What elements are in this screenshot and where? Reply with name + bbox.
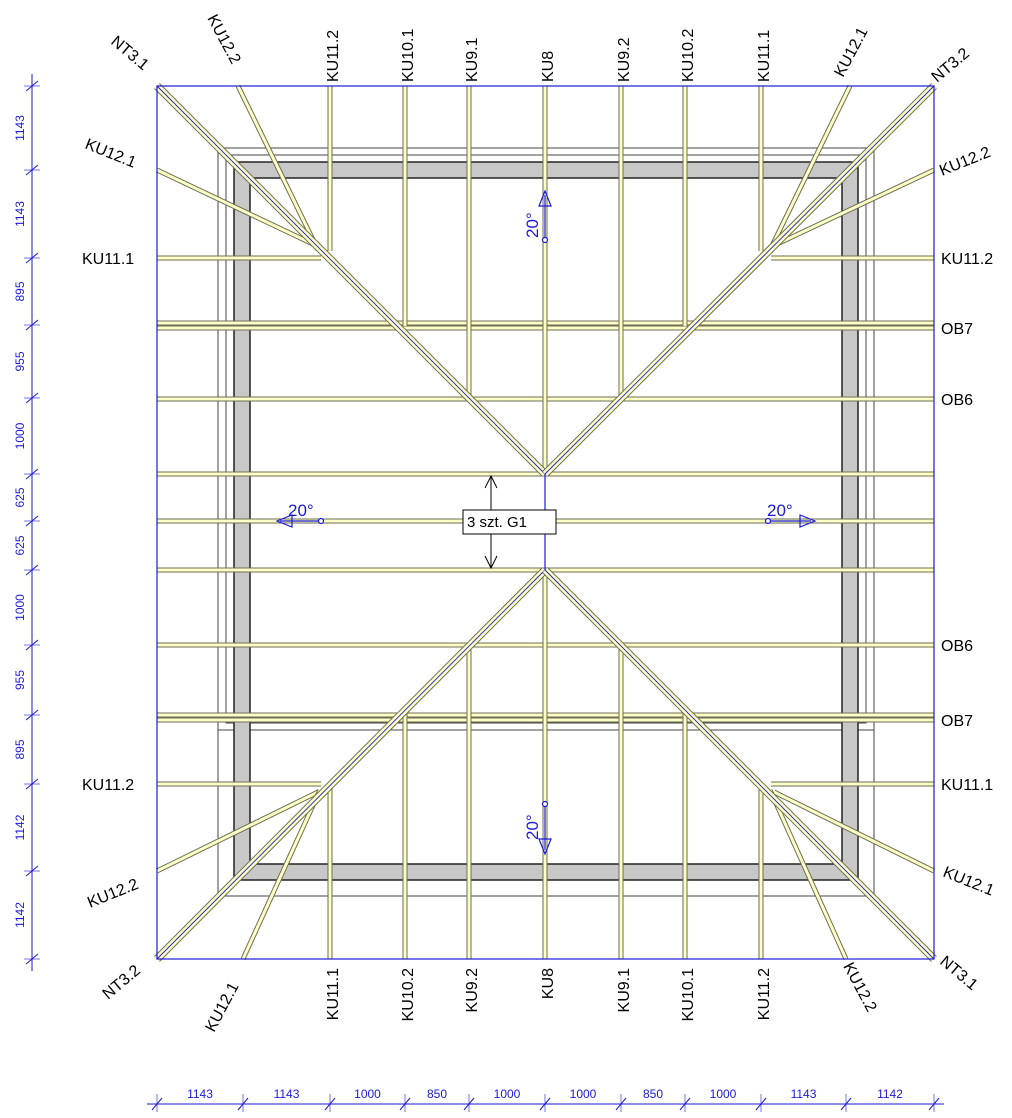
slope-arrow-right: 20°	[764, 501, 817, 528]
left-label-2: KU11.2	[82, 777, 134, 794]
rafter-ku12-1-top	[767, 84, 853, 252]
bottom-label-KU10.1: KU10.1	[680, 968, 697, 1021]
horizontal-dimension-value: 850	[427, 1087, 447, 1101]
rafter-ku12-2-bottom	[767, 788, 849, 961]
corner-label-top-right: NT3.2	[929, 45, 973, 86]
vertical-dimension-value: 1142	[13, 814, 27, 840]
bottom-label-KU8: KU8	[540, 968, 557, 999]
vertical-dimension-value: 1000	[13, 594, 27, 621]
rafter-ku12-2-right	[773, 167, 936, 248]
vertical-dimension-value: 1000	[13, 422, 27, 449]
vertical-dimension-value: 895	[13, 739, 27, 759]
top-label-KU10.2: KU10.2	[680, 29, 697, 82]
rafter-ku12-1-left	[155, 167, 317, 248]
corner-label-bottom-right: NT3.1	[936, 953, 980, 994]
bottom-label-KU11.1: KU11.1	[325, 968, 342, 1020]
corner-label-top-left: NT3.1	[107, 33, 151, 74]
bottom-label-KU11.2: KU11.2	[756, 968, 773, 1020]
slope-arrow-top: 20°	[523, 189, 552, 244]
top-label-KU12.2: KU12.2	[203, 12, 243, 67]
horizontal-dimension-value: 1000	[570, 1087, 597, 1101]
horizontal-dimension-value: 1142	[877, 1087, 903, 1101]
left-label-3: KU12.2	[85, 876, 141, 912]
horizontal-dimension-value: 1000	[354, 1087, 381, 1101]
right-label-1: KU11.2	[941, 251, 993, 268]
right-label-2: OB7	[941, 321, 973, 338]
horizontal-dimension-value: 850	[643, 1087, 663, 1101]
horizontal-dimension-value: 1143	[274, 1087, 300, 1101]
top-label-KU11.2: KU11.2	[325, 30, 342, 82]
slope-label-right: 20°	[767, 501, 793, 520]
top-label-KU9.2: KU9.2	[616, 37, 633, 82]
slope-label-top: 20°	[523, 212, 542, 238]
bottom-label-KU9.2: KU9.2	[464, 968, 481, 1013]
corner-label-bottom-left: NT3.2	[100, 962, 144, 1003]
bottom-label-KU12.2: KU12.2	[839, 960, 879, 1015]
right-label-7: KU12.1	[941, 864, 997, 900]
top-label-KU8: KU8	[540, 51, 557, 82]
left-label-0: KU12.1	[83, 136, 139, 172]
g1-label-box	[462, 509, 557, 535]
right-label-5: OB7	[941, 713, 973, 730]
vertical-dimension-value: 955	[13, 351, 27, 371]
slope-label-bottom: 20°	[523, 814, 542, 840]
vertical-dimension-value: 625	[13, 487, 27, 507]
bottom-label-KU9.1: KU9.1	[616, 968, 633, 1013]
horizontal-dimension-value: 1000	[494, 1087, 521, 1101]
bottom-label-KU12.1: KU12.1	[203, 980, 243, 1035]
vertical-dimension-value: 1143	[13, 115, 27, 141]
rafter-ku12-1-bottom	[240, 788, 323, 961]
slope-arrow-bottom: 20°	[523, 800, 552, 856]
top-label-KU9.1: KU9.1	[464, 37, 481, 82]
vertical-dimension-value: 625	[13, 535, 27, 555]
bottom-label-KU10.2: KU10.2	[400, 968, 417, 1021]
dimension-chains: 1143 1143 895 955 1000 625 625 1000 955 895 1142 11…	[13, 74, 944, 1112]
hip-rafter-nt3-1-bottom	[542, 567, 937, 962]
horizontal-dimension-value: 1143	[187, 1087, 213, 1101]
slope-label-left: 20°	[288, 501, 314, 520]
top-label-KU11.1: KU11.1	[756, 30, 773, 82]
vertical-dimension-value: 1142	[13, 902, 27, 928]
left-label-1: KU11.1	[82, 251, 134, 268]
right-label-0: KU12.2	[937, 144, 993, 180]
rafter-ku12-2-top	[235, 84, 321, 252]
top-label-KU10.1: KU10.1	[400, 29, 417, 82]
roof-outline	[156, 85, 935, 960]
vertical-dimension-value: 955	[13, 670, 27, 690]
right-label-6: KU11.1	[941, 777, 993, 794]
hip-rafter-nt3-2-bottom	[154, 567, 548, 962]
horizontal-dimension-value: 1143	[791, 1087, 817, 1101]
hip-rafter-nt3-1-top	[154, 83, 548, 477]
top-label-KU12.1: KU12.1	[832, 25, 872, 80]
g1-callout: 3 szt. G1	[462, 474, 557, 570]
right-label-4: OB6	[941, 638, 973, 655]
hip-rafter-nt3-2-top	[542, 83, 937, 477]
rafter-ku12-1-right	[772, 789, 936, 874]
vertical-dimension-value: 895	[13, 281, 27, 301]
right-label-3: OB6	[941, 392, 973, 409]
slope-arrow-left: 20°	[275, 501, 325, 528]
rafter-ku12-2-left	[155, 789, 320, 874]
vertical-dimension-value: 1143	[13, 201, 27, 227]
g1-label: 3 szt. G1	[467, 514, 527, 531]
horizontal-dimension-value: 1000	[710, 1087, 737, 1101]
